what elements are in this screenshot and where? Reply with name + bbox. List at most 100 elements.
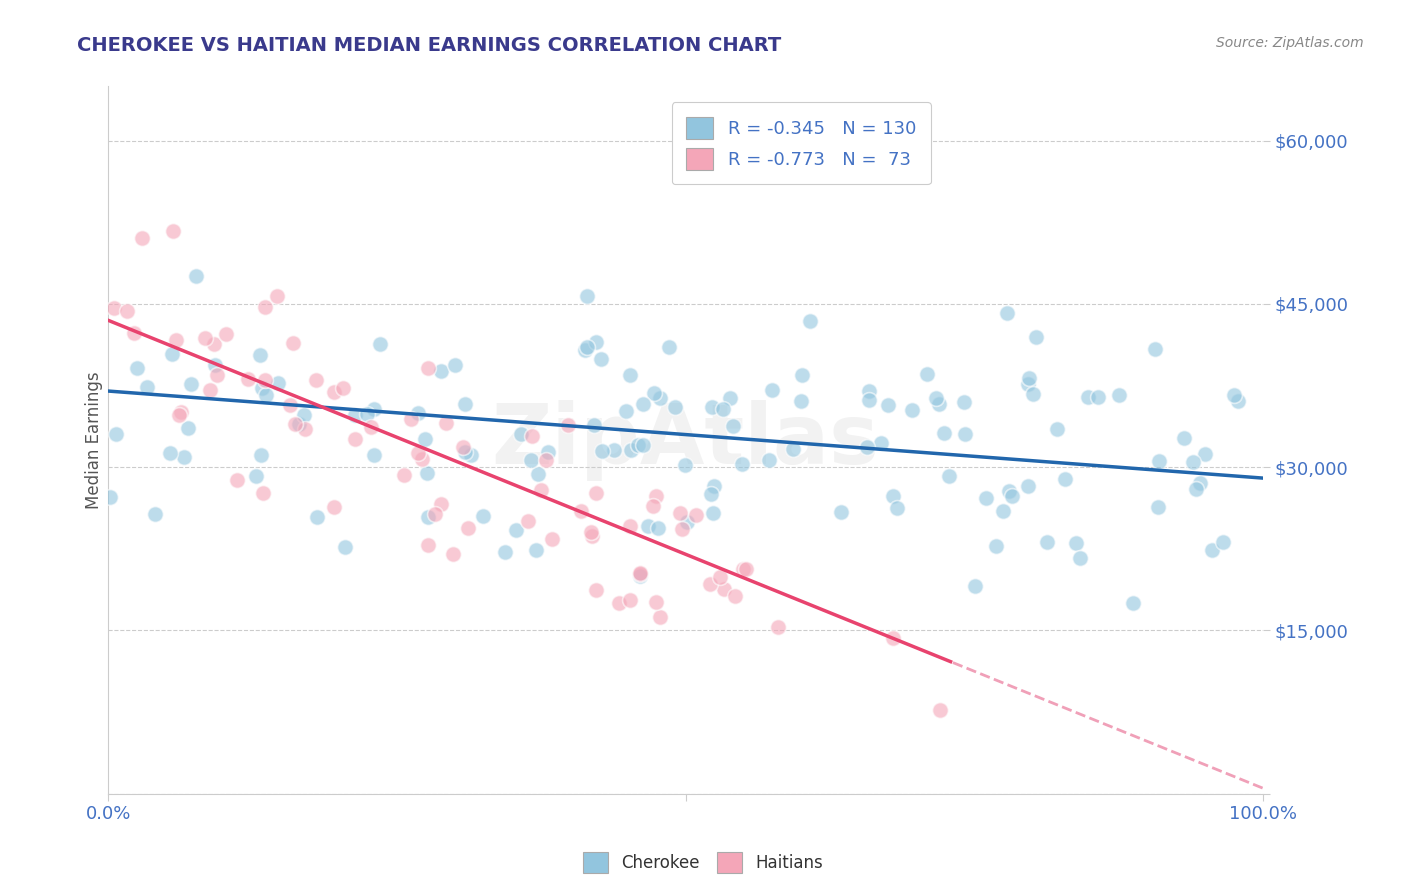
Point bbox=[1017, 376, 1039, 391]
Point bbox=[723, 418, 745, 433]
Point bbox=[901, 403, 924, 417]
Point bbox=[169, 404, 191, 418]
Point bbox=[165, 334, 187, 348]
Point bbox=[1223, 388, 1246, 402]
Point bbox=[441, 547, 464, 561]
Point bbox=[576, 340, 599, 354]
Point bbox=[454, 397, 477, 411]
Point bbox=[253, 373, 276, 387]
Point bbox=[766, 620, 789, 634]
Point bbox=[524, 543, 547, 558]
Point bbox=[98, 490, 121, 504]
Point bbox=[676, 515, 699, 529]
Point bbox=[1201, 543, 1223, 558]
Point bbox=[333, 540, 356, 554]
Point bbox=[585, 335, 607, 350]
Point bbox=[928, 397, 950, 411]
Point bbox=[1021, 387, 1043, 401]
Point bbox=[628, 569, 651, 583]
Point bbox=[245, 468, 267, 483]
Point bbox=[713, 582, 735, 596]
Point bbox=[1122, 597, 1144, 611]
Point bbox=[1018, 370, 1040, 384]
Point bbox=[429, 497, 451, 511]
Point bbox=[519, 453, 541, 467]
Point bbox=[976, 491, 998, 505]
Point bbox=[709, 569, 731, 583]
Point bbox=[505, 524, 527, 538]
Point bbox=[360, 420, 382, 434]
Point bbox=[471, 509, 494, 524]
Point bbox=[530, 483, 553, 497]
Point bbox=[650, 609, 672, 624]
Point bbox=[343, 408, 366, 422]
Point bbox=[730, 458, 752, 472]
Point bbox=[283, 336, 305, 351]
Point bbox=[585, 486, 607, 500]
Point bbox=[631, 438, 654, 452]
Point bbox=[252, 486, 274, 500]
Point bbox=[394, 467, 416, 482]
Point bbox=[204, 359, 226, 373]
Point bbox=[1147, 454, 1170, 468]
Point bbox=[425, 507, 447, 521]
Point bbox=[294, 422, 316, 436]
Point bbox=[637, 519, 659, 533]
Point bbox=[444, 359, 467, 373]
Point bbox=[215, 326, 238, 341]
Point bbox=[1087, 390, 1109, 404]
Point bbox=[457, 520, 479, 534]
Point bbox=[136, 380, 159, 394]
Text: Source: ZipAtlas.com: Source: ZipAtlas.com bbox=[1216, 36, 1364, 50]
Point bbox=[619, 593, 641, 607]
Point bbox=[932, 425, 955, 440]
Point bbox=[685, 508, 707, 523]
Point bbox=[537, 445, 560, 459]
Point bbox=[162, 224, 184, 238]
Point bbox=[186, 269, 208, 284]
Point bbox=[998, 484, 1021, 499]
Point bbox=[202, 336, 225, 351]
Point bbox=[305, 509, 328, 524]
Point bbox=[494, 545, 516, 559]
Point bbox=[250, 448, 273, 462]
Point bbox=[620, 443, 643, 458]
Point bbox=[882, 631, 904, 645]
Point bbox=[718, 391, 741, 405]
Point bbox=[928, 702, 950, 716]
Point bbox=[305, 373, 328, 387]
Point bbox=[585, 582, 607, 597]
Point bbox=[460, 448, 482, 462]
Point bbox=[253, 300, 276, 314]
Point bbox=[591, 443, 613, 458]
Point bbox=[173, 450, 195, 464]
Point bbox=[516, 514, 538, 528]
Point bbox=[1077, 390, 1099, 404]
Point bbox=[254, 388, 277, 402]
Legend: Cherokee, Haitians: Cherokee, Haitians bbox=[576, 846, 830, 880]
Point bbox=[790, 368, 813, 383]
Point bbox=[1045, 422, 1067, 436]
Point bbox=[984, 539, 1007, 553]
Point bbox=[648, 391, 671, 405]
Point bbox=[451, 441, 474, 455]
Point bbox=[647, 520, 669, 534]
Point bbox=[159, 446, 181, 460]
Point bbox=[953, 427, 976, 442]
Point bbox=[582, 417, 605, 432]
Point bbox=[631, 397, 654, 411]
Point bbox=[288, 417, 311, 431]
Point bbox=[641, 499, 664, 513]
Point bbox=[406, 406, 429, 420]
Point bbox=[522, 429, 544, 443]
Point bbox=[413, 433, 436, 447]
Point bbox=[363, 402, 385, 417]
Point bbox=[284, 417, 307, 431]
Point bbox=[569, 504, 592, 518]
Point bbox=[322, 500, 344, 514]
Point bbox=[249, 348, 271, 362]
Point bbox=[250, 381, 273, 395]
Point bbox=[1025, 330, 1047, 344]
Point bbox=[603, 442, 626, 457]
Point bbox=[1212, 534, 1234, 549]
